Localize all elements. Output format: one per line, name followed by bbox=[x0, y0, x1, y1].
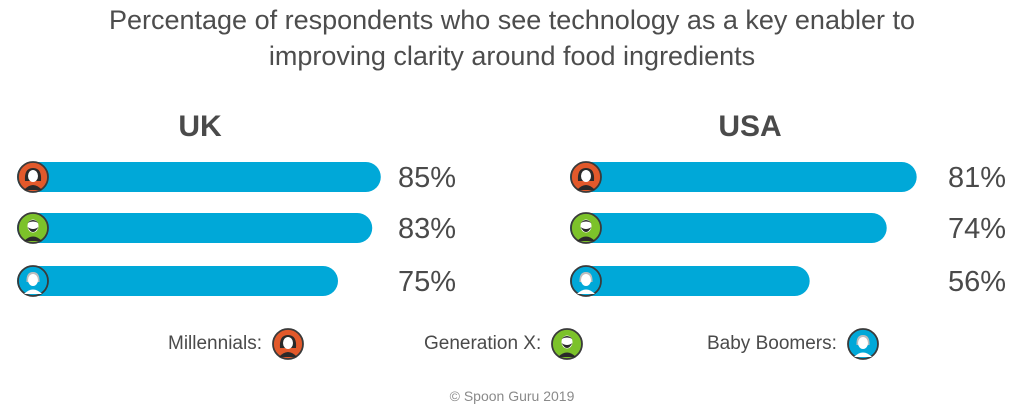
legend-label-genx: Generation X: bbox=[424, 333, 542, 354]
chart-title-line-2: improving clarity around food ingredient… bbox=[268, 41, 756, 71]
chart-title: Percentage of respondents who see techno… bbox=[0, 2, 1024, 74]
usa-genx-avatar-icon bbox=[570, 212, 602, 244]
genx-avatar-icon-graphic bbox=[551, 328, 584, 360]
uk-millennial-avatar-icon bbox=[17, 161, 49, 193]
usa-boomer-avatar-icon bbox=[570, 265, 602, 297]
usa-bar-genx bbox=[570, 213, 887, 243]
usa-value-label-genx: 74% bbox=[948, 213, 1006, 245]
usa-value-label-boomers: 56% bbox=[948, 266, 1006, 298]
usa-bar-millennials bbox=[570, 162, 917, 192]
usa-millennial-avatar-icon bbox=[570, 161, 602, 193]
boomer-avatar-icon-graphic bbox=[847, 328, 879, 360]
usa-panel-title: USA bbox=[718, 110, 782, 143]
uk-genx-avatar-icon bbox=[17, 212, 49, 244]
genx-avatar-icon bbox=[549, 326, 585, 362]
uk-value-label-boomers: 75% bbox=[398, 266, 456, 298]
boomer-avatar-icon bbox=[845, 326, 881, 362]
legend-label-boomers: Baby Boomers: bbox=[707, 333, 837, 354]
legend-label-millennials: Millennials: bbox=[168, 333, 262, 354]
uk-bar-millennials bbox=[17, 162, 381, 192]
usa-bar-boomers bbox=[570, 266, 810, 296]
uk-panel-title: UK bbox=[178, 110, 222, 143]
millennial-avatar-icon-graphic bbox=[272, 328, 304, 360]
usa-value-label-millennials: 81% bbox=[948, 162, 1006, 194]
uk-bar-boomers bbox=[17, 266, 338, 296]
chart-title-line-1: Percentage of respondents who see techno… bbox=[108, 5, 916, 35]
legend-boomers: Baby Boomers: bbox=[707, 326, 881, 362]
legend-millennials: Millennials: bbox=[168, 326, 306, 362]
footer-copyright: © Spoon Guru 2019 bbox=[449, 388, 575, 404]
uk-value-label-millennials: 85% bbox=[398, 162, 456, 194]
uk-bar-genx bbox=[17, 213, 373, 243]
uk-value-label-genx: 83% bbox=[398, 213, 456, 245]
uk-boomer-avatar-icon bbox=[17, 265, 49, 297]
millennial-avatar-icon bbox=[270, 326, 306, 362]
legend-genx: Generation X: bbox=[424, 326, 585, 362]
